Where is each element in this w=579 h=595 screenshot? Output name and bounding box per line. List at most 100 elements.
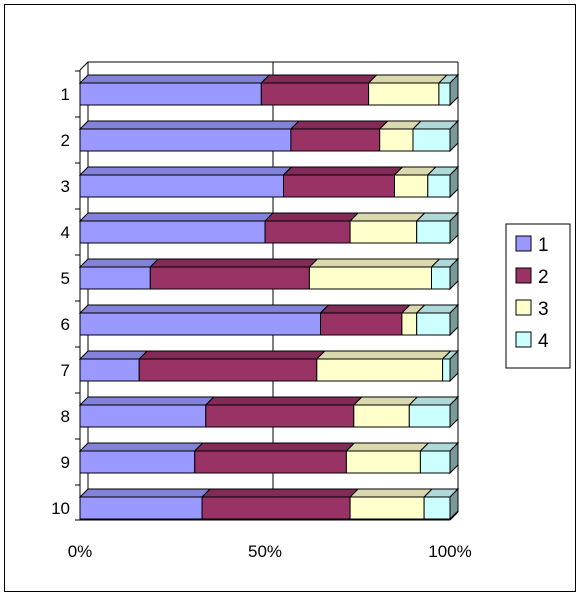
bar-top-8-series-3 bbox=[352, 396, 419, 406]
legend-label-2: 2 bbox=[538, 267, 549, 288]
bar-9-series-1 bbox=[79, 450, 196, 474]
legend-swatch-4 bbox=[515, 331, 532, 348]
bar-top-6-series-2 bbox=[319, 304, 412, 314]
bar-top-8-series-1 bbox=[78, 396, 216, 406]
y-tick-label-10: 10 bbox=[51, 499, 70, 518]
bar-2-series-4 bbox=[412, 128, 451, 152]
bar-6-series-2 bbox=[320, 312, 403, 336]
bar-top-5-series-1 bbox=[78, 258, 160, 268]
bar-1-series-1 bbox=[79, 82, 262, 106]
bar-6-series-1 bbox=[79, 312, 321, 336]
bar-10-series-3 bbox=[349, 496, 425, 520]
bar-top-7-series-1 bbox=[78, 350, 149, 360]
y-tick-labels: 1 2 3 4 5 6 7 8 9 10 bbox=[51, 85, 70, 518]
legend-swatch-2 bbox=[515, 267, 532, 284]
bar-top-4-series-2 bbox=[263, 212, 360, 222]
bar-7-series-3 bbox=[316, 358, 444, 382]
bar-1-series-3 bbox=[368, 82, 440, 106]
bar-top-10-series-1 bbox=[78, 488, 212, 498]
bar-top-9-series-2 bbox=[193, 442, 356, 452]
bar-3-series-4 bbox=[427, 174, 451, 198]
bar-side-5 bbox=[449, 257, 459, 291]
bar-top-1-series-3 bbox=[367, 74, 449, 84]
y-tick-label-5: 5 bbox=[61, 269, 70, 288]
bar-side-4 bbox=[449, 211, 459, 245]
x-tick-label-2: 100% bbox=[428, 542, 471, 561]
bar-3-series-2 bbox=[283, 174, 395, 198]
bar-side-10 bbox=[449, 487, 459, 521]
y-tick-label-8: 8 bbox=[61, 407, 70, 426]
bars bbox=[78, 73, 460, 521]
legend-label-1: 1 bbox=[538, 235, 549, 256]
legend-label-3: 3 bbox=[538, 299, 549, 320]
bar-9-series-3 bbox=[345, 450, 421, 474]
bar-top-3-series-1 bbox=[78, 166, 293, 176]
bar-3-series-1 bbox=[79, 174, 284, 198]
bar-side-1 bbox=[449, 73, 459, 107]
bar-top-5-series-3 bbox=[308, 258, 441, 268]
bar-1-series-4 bbox=[438, 82, 451, 106]
bar-7-series-4 bbox=[442, 358, 451, 382]
bar-4-series-4 bbox=[416, 220, 451, 244]
bar-top-1-series-1 bbox=[78, 74, 271, 84]
bar-4-series-3 bbox=[349, 220, 418, 244]
bar-top-7-series-2 bbox=[137, 350, 327, 360]
bar-2-series-1 bbox=[79, 128, 292, 152]
y-tick-label-3: 3 bbox=[61, 177, 70, 196]
bar-5-series-4 bbox=[431, 266, 451, 290]
bar-top-7-series-3 bbox=[315, 350, 452, 360]
bar-side-6 bbox=[449, 303, 459, 337]
bar-8-series-3 bbox=[353, 404, 410, 428]
bar-5-series-2 bbox=[149, 266, 310, 290]
legend-label-4: 4 bbox=[538, 331, 549, 352]
bar-top-6-series-1 bbox=[78, 304, 330, 314]
y-tick-label-1: 1 bbox=[61, 85, 70, 104]
y-tick-label-2: 2 bbox=[61, 131, 70, 150]
bar-side-8 bbox=[449, 395, 459, 429]
bar-7-series-2 bbox=[138, 358, 318, 382]
bar-7-series-1 bbox=[79, 358, 140, 382]
bar-2-series-3 bbox=[379, 128, 414, 152]
bar-top-1-series-2 bbox=[260, 74, 378, 84]
y-tick-label-9: 9 bbox=[61, 453, 70, 472]
bar-8-series-2 bbox=[205, 404, 355, 428]
legend-swatch-3 bbox=[515, 299, 532, 316]
bar-1-series-2 bbox=[260, 82, 370, 106]
bar-side-2 bbox=[449, 119, 459, 153]
bar-2-series-2 bbox=[290, 128, 381, 152]
bar-9-series-2 bbox=[194, 450, 347, 474]
bar-top-10-series-3 bbox=[348, 488, 434, 498]
x-tick-label-0: 0% bbox=[68, 542, 93, 561]
bar-10-series-1 bbox=[79, 496, 203, 520]
bar-top-4-series-1 bbox=[78, 212, 275, 222]
bar-top-5-series-2 bbox=[149, 258, 319, 268]
bar-4-series-1 bbox=[79, 220, 266, 244]
y-tick-label-6: 6 bbox=[61, 315, 70, 334]
chart-frame bbox=[4, 4, 576, 592]
bar-8-series-1 bbox=[79, 404, 207, 428]
legend-swatch-1 bbox=[515, 235, 532, 252]
bar-top-9-series-3 bbox=[345, 442, 430, 452]
bar-top-2-series-2 bbox=[289, 120, 389, 130]
legend: 1 2 3 4 bbox=[505, 223, 571, 369]
bar-5-series-3 bbox=[308, 266, 432, 290]
bar-top-10-series-2 bbox=[200, 488, 360, 498]
bar-top-2-series-1 bbox=[78, 120, 301, 130]
floor-right-edge bbox=[449, 511, 459, 521]
bar-side-7 bbox=[449, 349, 459, 383]
bar-5-series-1 bbox=[79, 266, 151, 290]
bar-side-3 bbox=[449, 165, 459, 199]
bar-9-series-4 bbox=[419, 450, 451, 474]
bar-3-series-3 bbox=[394, 174, 429, 198]
y-tick-label-7: 7 bbox=[61, 361, 70, 380]
y-axis-top-edge bbox=[79, 61, 89, 71]
x-tick-labels: 0% 50% 100% bbox=[68, 542, 472, 561]
bar-top-9-series-1 bbox=[78, 442, 204, 452]
bar-10-series-2 bbox=[201, 496, 351, 520]
bar-8-series-4 bbox=[408, 404, 451, 428]
x-tick-label-1: 50% bbox=[248, 542, 282, 561]
bar-side-9 bbox=[449, 441, 459, 475]
bar-10-series-4 bbox=[423, 496, 451, 520]
y-tick-label-4: 4 bbox=[61, 223, 70, 242]
